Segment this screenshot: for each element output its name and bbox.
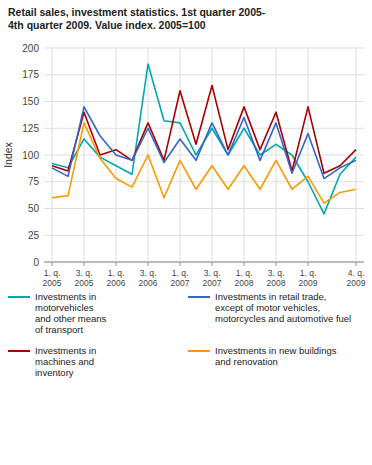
chart: Retail sales, investment statistics. 1st… [0,0,372,465]
legend-swatch [188,296,210,298]
title: Retail sales, investment statistics. 1st… [8,6,266,31]
x-tick-label: 1. q.2008 [235,268,254,288]
series-line [52,123,356,203]
grid-line [180,48,181,262]
y-tick-label: 50 [28,203,40,214]
grid-line [44,48,364,49]
y-tick-label: 175 [22,69,39,80]
x-tick-label: 3. q.2006 [139,268,158,288]
y-tick-label: 100 [22,150,39,161]
series-line [52,85,356,173]
x-tick [116,262,117,266]
x-axis: 1. q.2005 3. q.2005 1. q.2006 3. q.2006 1. q… [43,48,366,288]
x-axis-line [44,262,364,263]
legend-swatch [188,350,210,352]
legend-label: Investments inmachines andinventory [35,345,96,378]
x-tick [308,262,309,266]
grid-line [44,262,364,263]
legend-label: Investments in retail trade,except of mo… [215,291,351,324]
x-tick-label: 1. q.2005 [43,268,62,288]
x-tick-label: 3. q.2008 [267,268,286,288]
y-tick-label: 200 [22,43,39,54]
y-axis-label: Index [2,141,14,167]
grid-line [84,48,85,262]
legend-swatch [8,350,30,352]
grid-line [44,181,364,182]
x-tick-label: 1. q.2009 [299,268,318,288]
x-tick [52,262,53,266]
x-tick-label: 1. q.2007 [171,268,190,288]
grid-line [44,235,364,236]
y-tick-label: 25 [28,230,40,241]
legend: Investments inmotorvehiclesand other mea… [8,291,351,378]
x-tick [356,262,357,266]
x-tick-label: 3. q.2005 [75,268,94,288]
legend-swatch [8,296,30,298]
grid-line [276,48,277,262]
x-tick [180,262,181,266]
y-axis: 0 25 50 75 100 125 150 175 200 [22,43,364,268]
y-tick-label: 150 [22,96,39,107]
grid-line [244,48,245,262]
grid-line [44,128,364,129]
grid-line [212,48,213,262]
grid-line [44,74,364,75]
x-tick [148,262,149,266]
x-tick-label: 3. q.2007 [203,268,222,288]
x-tick [244,262,245,266]
series-line [52,107,356,179]
x-tick [276,262,277,266]
lines [52,64,356,214]
x-tick [84,262,85,266]
x-tick [212,262,213,266]
series-line [52,64,356,214]
grid-line [44,101,364,102]
grid-line [356,48,357,262]
x-tick-label: 1. q.2006 [107,268,126,288]
grid-line [308,48,309,262]
x-tick-label: 4. q.2009 [347,268,366,288]
legend-label: Investments in new buildingsand renovati… [215,345,337,367]
grid-line [44,208,364,209]
grid-line [52,48,53,262]
y-tick-label: 125 [22,123,39,134]
legend-label: Investments inmotorvehiclesand other mea… [35,291,107,335]
y-tick-label: 75 [28,176,40,187]
y-tick-label: 0 [33,257,39,268]
